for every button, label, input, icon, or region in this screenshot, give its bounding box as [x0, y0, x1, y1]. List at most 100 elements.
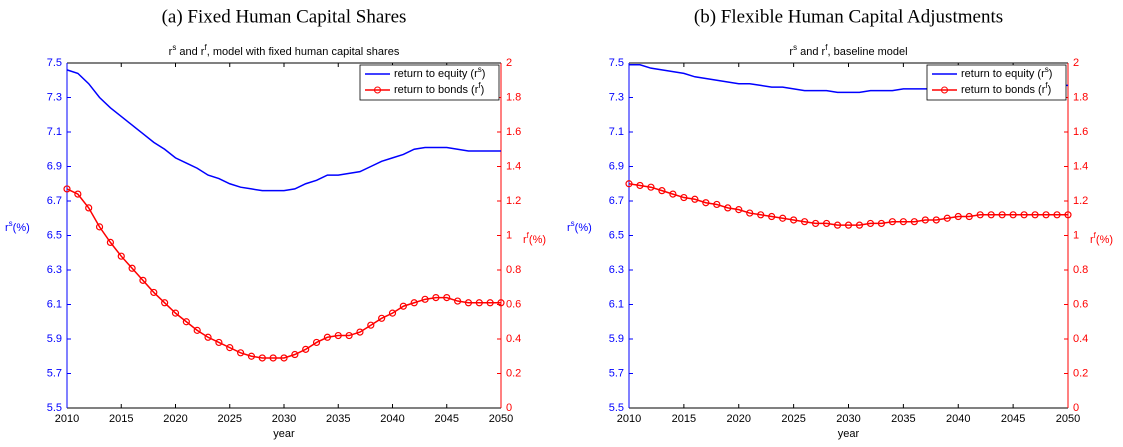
y2-tick-label: 0	[1073, 402, 1079, 414]
y2-axis-label-part: (%)	[529, 234, 546, 246]
y-tick-label: 7.3	[609, 91, 624, 103]
plot-title-part: f	[825, 43, 828, 52]
y-tick-label: 5.5	[609, 402, 624, 414]
y2-tick-label: 1.2	[506, 195, 521, 207]
plot-title-part: and r	[797, 46, 825, 58]
y-tick-label: 6.5	[609, 229, 624, 241]
legend-label-part: )	[1049, 68, 1053, 80]
series-marker	[334, 331, 342, 340]
series-marker	[790, 216, 798, 224]
legend-label-part: )	[1048, 84, 1052, 96]
y-axis-label-part: r	[567, 222, 571, 234]
series-marker	[1053, 211, 1061, 219]
plot-title-part: , model with fixed human capital shares	[207, 46, 400, 58]
series-marker	[258, 354, 266, 362]
y2-tick-label: 1.6	[1073, 126, 1088, 138]
y2-tick-label: 0.6	[506, 298, 521, 310]
y2-tick-label: 0.4	[1073, 333, 1088, 345]
series-marker	[910, 218, 918, 226]
x-tick-label: 2020	[163, 413, 187, 425]
series-marker	[215, 338, 223, 347]
series-marker	[63, 185, 71, 193]
x-tick-label: 2035	[891, 413, 915, 425]
plot-title-part: r	[169, 46, 173, 58]
x-tick-label: 2015	[672, 413, 696, 425]
series-marker	[669, 190, 677, 198]
series-marker	[844, 221, 853, 229]
x-tick-label: 2040	[946, 413, 970, 425]
legend-label-part: return to equity (r	[394, 68, 478, 80]
series-marker	[625, 180, 633, 188]
y-tick-label: 6.9	[609, 160, 624, 172]
x-tick-label: 2020	[727, 413, 751, 425]
y2-tick-label: 0.2	[1073, 367, 1088, 379]
y2-tick-label: 1	[1073, 229, 1079, 241]
series-marker	[182, 318, 190, 326]
series-marker	[943, 214, 951, 222]
series-marker	[139, 276, 147, 284]
series-marker	[724, 204, 732, 212]
y-axis-label-part: r	[5, 222, 9, 234]
y2-tick-label: 0.6	[1073, 298, 1088, 310]
series-marker	[443, 294, 451, 302]
series-marker	[768, 212, 776, 221]
y2-tick-label: 2	[1073, 57, 1079, 69]
series-marker	[658, 187, 666, 195]
x-axis-label: year	[838, 428, 860, 440]
legend-label: return to bonds (rf)	[394, 81, 484, 96]
y2-axis-label-part: f	[1094, 231, 1097, 240]
plot-title-part: s	[172, 43, 176, 52]
plot-title-part: and r	[176, 46, 204, 58]
y-tick-label: 7.5	[609, 57, 624, 69]
plot-title-part: , baseline model	[827, 46, 907, 58]
series-line	[66, 69, 501, 192]
plot-title-part: r	[789, 46, 793, 58]
y-tick-label: 7.5	[47, 57, 62, 69]
x-tick-label: 2045	[1001, 413, 1025, 425]
x-tick-label: 2045	[435, 413, 459, 425]
x-tick-label: 2010	[617, 413, 641, 425]
y-tick-label: 7.1	[609, 126, 624, 138]
legend-label-part: )	[482, 68, 486, 80]
x-tick-label: 2030	[272, 413, 296, 425]
series-marker	[150, 288, 158, 297]
caption: (b) Flexible Human Capital Adjustments	[694, 6, 1003, 27]
series-marker	[746, 209, 754, 217]
series-marker	[497, 299, 505, 307]
y-tick-label: 6.5	[47, 229, 62, 241]
y-axis-label-part: (%)	[575, 222, 592, 234]
series-marker	[932, 216, 940, 224]
series-marker	[976, 211, 984, 219]
y-axis-label: rs(%)	[5, 219, 30, 234]
series-marker	[269, 354, 277, 362]
y-tick-label: 5.9	[609, 333, 624, 345]
legend-marker	[941, 86, 948, 94]
series-marker	[475, 299, 483, 307]
x-tick-label: 2030	[836, 413, 860, 425]
series-marker	[866, 219, 875, 228]
series-marker	[432, 294, 440, 302]
series-marker	[486, 299, 494, 307]
series-marker	[757, 211, 765, 219]
y2-tick-label: 1.6	[506, 126, 521, 138]
x-tick-label: 2050	[1056, 413, 1080, 425]
x-tick-label: 2015	[109, 413, 133, 425]
series-marker	[855, 221, 864, 229]
x-tick-label: 2010	[55, 413, 79, 425]
legend-label-part: s	[478, 65, 482, 74]
y-tick-label: 5.7	[609, 367, 624, 379]
series-marker	[421, 295, 429, 303]
series-marker	[899, 218, 907, 226]
plot-title: rs and rf, model with fixed human capita…	[169, 43, 400, 58]
series-marker	[323, 333, 331, 341]
series-marker	[117, 252, 125, 260]
series-marker	[291, 350, 299, 359]
series-marker	[1031, 211, 1039, 219]
plot-area	[629, 63, 1068, 408]
series-marker	[1009, 211, 1017, 219]
y-tick-label: 5.5	[47, 402, 62, 414]
y2-tick-label: 0	[506, 402, 512, 414]
y-axis-label-part: s	[571, 219, 575, 228]
series-marker	[888, 218, 897, 226]
legend-label-part: f	[1045, 81, 1048, 90]
